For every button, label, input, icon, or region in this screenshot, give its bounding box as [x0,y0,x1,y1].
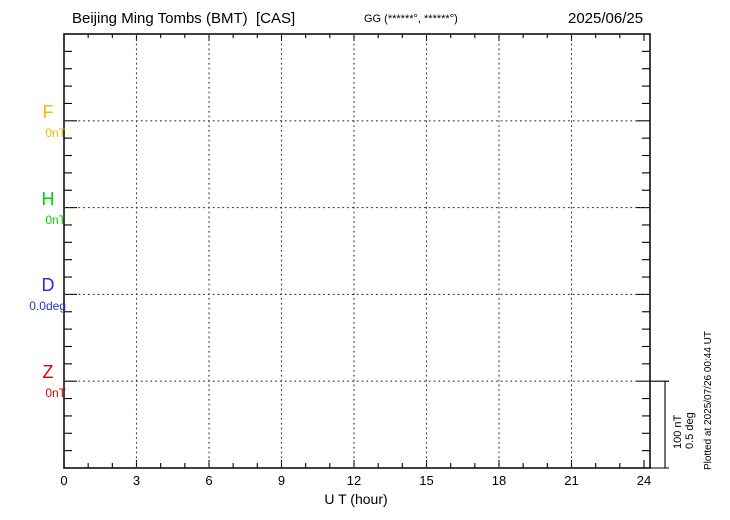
series-baseline-label-H: 0nT [45,212,66,227]
x-tick-label: 3 [132,473,141,488]
series-baseline-label-Z: 0nT [45,386,66,401]
scale-bar-label: 0.5 deg [684,412,696,449]
x-tick-label: 6 [205,473,213,488]
plot-frame [63,33,651,469]
x-tick-label: 21 [564,473,579,488]
series-baseline-label-F: 0nT [45,125,66,140]
series-baseline-label-D: 0.0deg [29,299,66,314]
x-tick-label: 9 [277,473,286,488]
station-coordinates: GG (******°, ******°) [364,13,458,25]
x-tick-label: 12 [346,473,362,488]
x-tick-label: 0 [60,473,68,488]
x-tick-label: 18 [491,473,507,488]
plot-title: Beijing Ming Tombs (BMT) [CAS] [72,10,296,27]
series-label-Z: Z [42,362,54,383]
x-tick-label: 15 [419,473,434,488]
plot-date: 2025/06/25 [568,10,644,27]
x-axis-title: U T (hour) [324,491,388,507]
plotted-at-note: Plotted at 2025/07/26 00:44 UT [703,331,714,470]
scale-bar-label: 100 nT [672,414,684,449]
series-label-H: H [41,188,55,209]
series-label-D: D [41,275,55,296]
series-label-F: F [42,101,54,122]
x-tick-label: 24 [636,473,652,488]
